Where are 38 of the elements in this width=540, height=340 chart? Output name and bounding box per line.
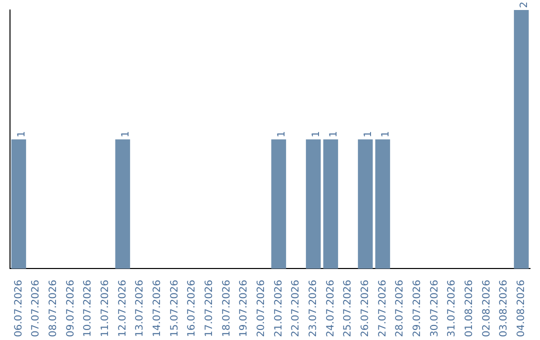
- x-tick-label: 02.08.2026: [481, 280, 492, 338]
- x-tick-label: 27.07.2026: [377, 280, 388, 338]
- x-tick-label: 11.07.2026: [100, 280, 111, 338]
- data-label: 1: [380, 130, 392, 138]
- x-tick-label: 08.07.2026: [48, 280, 59, 338]
- x-tick-label: 25.07.2026: [342, 280, 354, 338]
- x-tick-label: 03.08.2026: [498, 280, 510, 338]
- x-tick-label: 16.07.2026: [186, 280, 198, 338]
- x-tick-label: 22.07.2026: [290, 280, 302, 338]
- x-tick-label: 17.07.2026: [204, 280, 215, 338]
- x-tick-label: 13.07.2026: [134, 280, 146, 338]
- x-tick-label: 14.07.2026: [152, 280, 163, 338]
- data-label: 1: [362, 130, 374, 138]
- x-tick-label: 01.08.2026: [464, 280, 475, 338]
- x-tick-label: 21.07.2026: [273, 280, 284, 338]
- x-tick-label: 23.07.2026: [308, 280, 319, 338]
- data-label: 1: [276, 130, 288, 138]
- data-label: 1: [16, 130, 28, 138]
- data-label: 1: [310, 130, 322, 138]
- x-tick-label: 24.07.2026: [325, 280, 336, 338]
- x-tick-label: 04.08.2026: [516, 280, 527, 338]
- x-tick-label: 26.07.2026: [360, 280, 371, 338]
- x-tick-label: 10.07.2026: [82, 280, 94, 338]
- x-tick-label: 30.07.2026: [429, 280, 440, 338]
- data-label: 1: [120, 130, 132, 138]
- x-tick-label: 20.07.2026: [256, 280, 267, 338]
- x-tick-label: 07.07.2026: [30, 280, 42, 338]
- data-label: 2: [518, 2, 530, 8]
- x-tick-label: 09.07.2026: [65, 280, 76, 338]
- x-tick-label: 29.07.2026: [412, 280, 423, 338]
- data-label: 1: [328, 130, 340, 138]
- x-tick-label: 06.07.2026: [13, 280, 24, 338]
- x-tick-label: 19.07.2026: [238, 280, 250, 338]
- x-tick-label: 15.07.2026: [169, 280, 180, 338]
- x-tick-label: 28.07.2026: [394, 280, 406, 338]
- x-tick-label: 12.07.2026: [117, 280, 128, 338]
- x-tick-label: 18.07.2026: [221, 280, 232, 338]
- x-tick-label: 31.07.2026: [446, 280, 458, 338]
